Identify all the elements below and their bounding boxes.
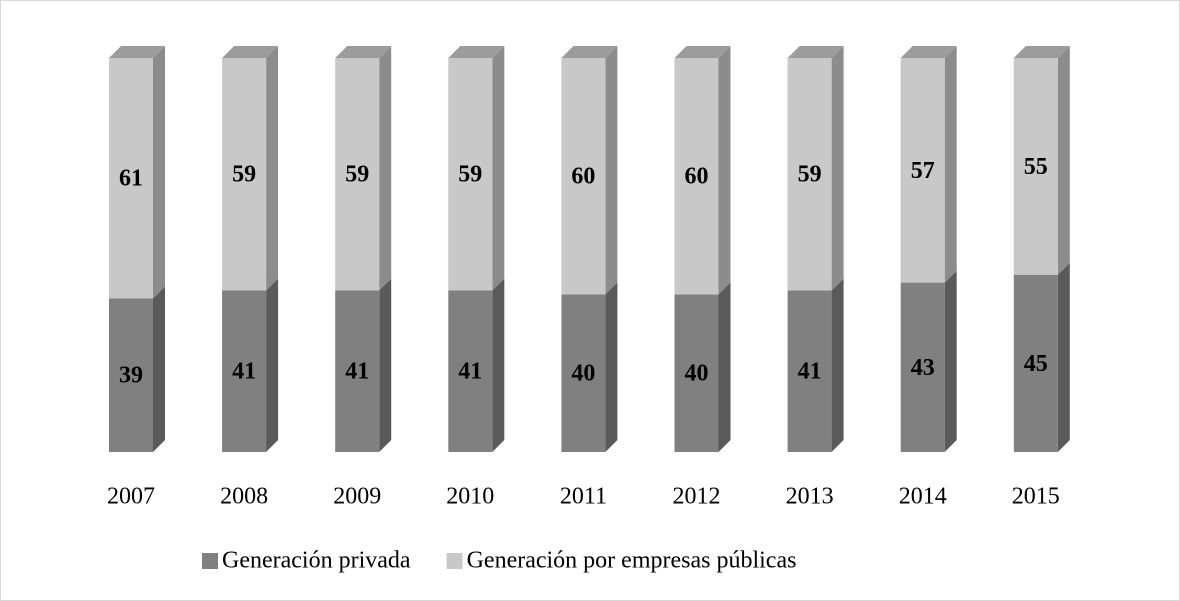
legend-swatch [446,553,463,569]
bar-top [674,46,731,58]
bar [1013,58,1058,275]
bar-top [335,46,392,58]
x-tick-label: 2014 [899,484,947,510]
bar-top [561,46,618,58]
bar [561,294,606,452]
bar [900,282,945,452]
data-label: 59 [345,162,369,188]
bar-side [605,46,618,295]
bar [448,58,493,291]
bar-side [605,282,618,452]
data-label: 60 [571,164,595,190]
data-label: 43 [911,355,935,381]
bar [787,290,832,452]
bar [1013,274,1058,452]
bar-top [448,46,505,58]
x-tick-label: 2012 [673,484,721,510]
bar [448,290,493,452]
bar-side [1057,46,1070,275]
data-label: 41 [798,359,822,385]
bar-top [900,46,957,58]
bar [674,58,719,295]
legend-label: Generación por empresas públicas [467,548,797,574]
data-label: 41 [458,359,482,385]
bar-top [787,46,844,58]
bar [787,58,832,291]
bar-top [109,46,165,58]
bar-side [718,46,731,295]
bar [222,58,267,291]
data-label: 59 [232,162,256,188]
bar-side [1057,262,1070,452]
bar-side [492,46,505,291]
data-label: 40 [571,361,595,387]
bar-top [222,46,279,58]
x-tick-label: 2015 [1012,484,1060,510]
x-tick-label: 2008 [220,484,268,510]
data-label: 55 [1024,154,1048,180]
legend-label: Generación privada [222,548,411,574]
x-tick-label: 2010 [446,484,494,510]
bar-side [153,46,165,299]
data-label: 60 [685,164,709,190]
x-tick-label: 2013 [786,484,834,510]
bar [222,290,267,452]
x-tick-label: 2007 [107,484,155,510]
bar-side [944,270,957,452]
bar-side [718,282,731,452]
bar-side [831,46,844,291]
bar-side [379,46,392,291]
bar [335,58,380,291]
bar [109,58,153,299]
data-label: 41 [232,359,256,385]
bar [900,58,945,283]
bar [561,58,606,295]
data-label: 45 [1024,351,1048,377]
data-label: 40 [685,361,709,387]
bar-side [944,46,957,283]
bar [335,290,380,452]
bar-side [831,278,844,452]
bar-side [492,278,505,452]
data-label: 39 [119,363,143,389]
data-label: 59 [458,162,482,188]
data-label: 57 [911,158,935,184]
bar-side [266,278,279,452]
bar-side [266,46,279,291]
data-label: 61 [119,166,143,192]
x-tick-label: 2009 [333,484,381,510]
bar-top [1013,46,1070,58]
bar-side [379,278,392,452]
bar-side [153,286,165,452]
bar [674,294,719,452]
legend-swatch [202,553,218,569]
data-label: 41 [345,359,369,385]
x-tick-label: 2011 [560,484,607,510]
data-label: 59 [798,162,822,188]
bar [109,298,153,452]
